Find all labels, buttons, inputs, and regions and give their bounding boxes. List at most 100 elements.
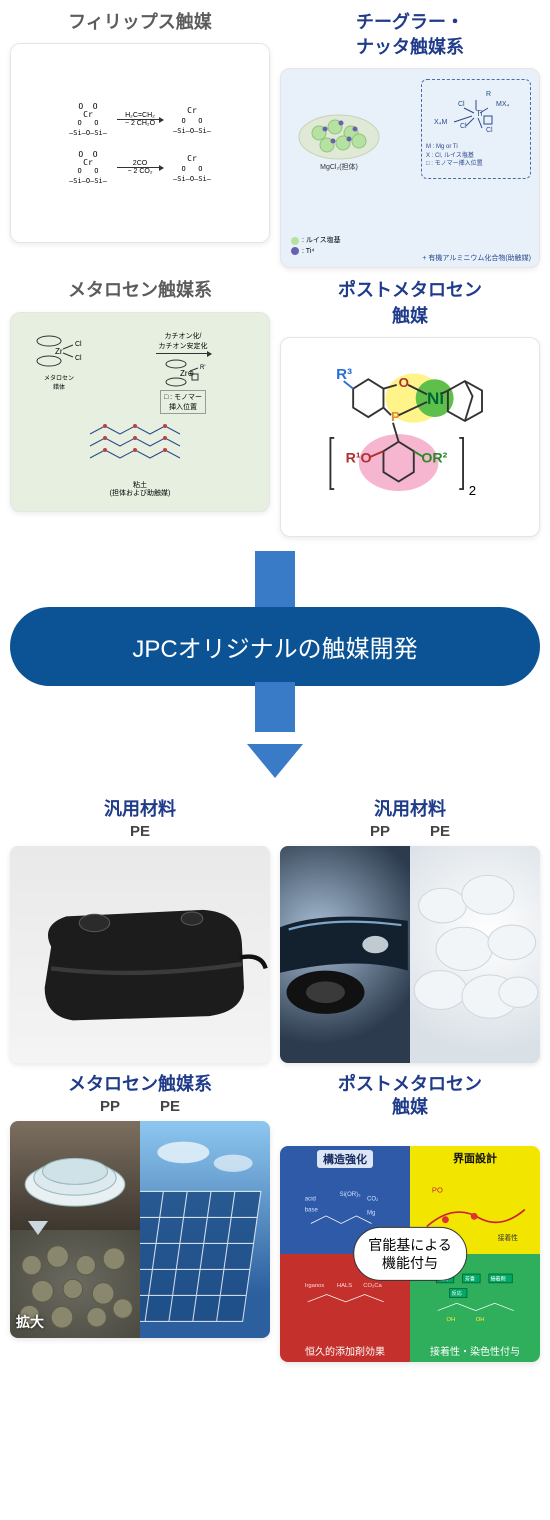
sub-label: PP	[370, 823, 390, 840]
panel-postmetallocene: ポストメタロセン 触媒 R³ O P Ni	[280, 278, 540, 536]
sub-label: PE	[130, 823, 150, 840]
quad-foot: 恒久的添加剤効果	[280, 1343, 410, 1358]
svg-text:O O: O O	[77, 167, 98, 175]
svg-text:芳香: 芳香	[465, 1276, 475, 1283]
rx-arrow-icon	[117, 119, 163, 120]
quad-foot: 接着性・染色性付与	[410, 1343, 540, 1358]
svg-text:O O: O O	[181, 165, 202, 173]
svg-text:X₄M: X₄M	[434, 119, 448, 126]
svg-text:OH: OH	[476, 1317, 485, 1323]
reaction-2: O O Cr O O –Si–O–Si– 2CO − 2 CO₂ Cr O O …	[63, 147, 217, 187]
svg-text:–Si–O–Si–: –Si–O–Si–	[69, 129, 108, 137]
phillips-box: O O Cr O O –Si–O–Si– H₂C=CH₂ − 2 CH₂O Cr…	[10, 43, 270, 243]
svg-text:O O: O O	[181, 117, 202, 125]
arrow-stem	[255, 551, 295, 611]
panel-title: メタロセン触媒系	[68, 278, 212, 303]
mc-box: Zr Cl Cl メタロセン 錯体 カチオン化/ カチオン安定化 Zr⊕	[10, 312, 270, 512]
svg-text:Ti: Ti	[476, 109, 483, 118]
rx1-top: H₂C=CH₂	[125, 112, 155, 119]
zn-callout: R Cl MX₄ Ti X₄M Cl Cl	[421, 79, 531, 179]
pill-banner: JPCオリジナルの触媒開発	[10, 607, 540, 686]
svg-text:Cr: Cr	[83, 110, 93, 119]
svg-text:Cl: Cl	[75, 341, 82, 348]
pellets-half	[410, 846, 540, 1063]
panel-title: 汎用材料	[374, 798, 446, 821]
zn-footnote: + 有機アルミニウム化合物(助触媒)	[422, 253, 531, 263]
rx-arrow-icon	[117, 167, 163, 168]
arrow-stem	[255, 682, 295, 732]
zoom-label: 拡大	[16, 1312, 44, 1332]
panel-general-pp-pe: 汎用材料 PP PE	[280, 798, 540, 1063]
down-arrow-icon	[28, 1221, 48, 1235]
reactant-structure: O O Cr O O –Si–O–Si–	[63, 99, 113, 139]
car-half	[280, 846, 410, 1063]
svg-text:–Si–O–Si–: –Si–O–Si–	[173, 175, 212, 183]
reactant-structure: O O Cr O O –Si–O–Si–	[63, 147, 113, 187]
fuel-tank-image	[10, 846, 270, 1063]
product-structure: Cr O O –Si–O–Si–	[167, 99, 217, 139]
svg-text:R¹O: R¹O	[346, 450, 372, 466]
metallocene-icon: Zr Cl Cl	[29, 331, 89, 371]
svg-text:OH: OH	[447, 1317, 456, 1323]
zn-box: MgCl₂(担体) R Cl MX₄ Ti X₄M Cl Cl	[280, 68, 540, 268]
svg-text:PO: PO	[432, 1186, 443, 1195]
pm-structure: R³ O P Ni	[295, 347, 525, 527]
clay-stack-icon	[80, 420, 200, 480]
zn-site-diagram: R Cl MX₄ Ti X₄M Cl Cl	[426, 86, 526, 141]
cup-solar-image: 拡大	[10, 1121, 270, 1338]
svg-text:Cl: Cl	[458, 101, 465, 108]
svg-text:Cl: Cl	[486, 127, 493, 134]
svg-text:Ni: Ni	[427, 389, 444, 408]
upper-grid: フィリップス触媒 O O Cr O O –Si–O–Si– H₂C=CH₂ − …	[10, 10, 540, 537]
sub-label: PE	[160, 1098, 180, 1115]
pm-box: R³ O P Ni	[280, 337, 540, 537]
svg-text:Irganox: Irganox	[305, 1283, 325, 1289]
clay-label: 粘土 (担体および助触媒)	[110, 482, 171, 499]
panel-title: ポストメタロセン 触媒	[338, 278, 482, 328]
svg-text:反応: 反応	[452, 1290, 462, 1297]
panel-metallocene: メタロセン触媒系 Zr Cl Cl メタロセン 錯体 カチ	[10, 278, 270, 536]
svg-text:–Si–O–Si–: –Si–O–Si–	[173, 127, 212, 135]
center-bubble: 官能基による 機能付与	[353, 1227, 467, 1281]
zn-legend: : ルイス塩基 : Ti⁴	[291, 236, 341, 257]
svg-text:–Si–O–Si–: –Si–O–Si–	[69, 177, 108, 185]
svg-text:Si(OR)₃: Si(OR)₃	[340, 1192, 361, 1198]
panel-title: 汎用材料	[104, 798, 176, 821]
rx1-bot: − 2 CH₂O	[125, 120, 155, 127]
svg-text:acid: acid	[305, 1197, 316, 1203]
panel-ziegler-natta: チーグラー・ ナッタ触媒系 MgCl₂(担体) R	[280, 10, 540, 268]
mc-precursor: Zr Cl Cl メタロセン 錯体	[19, 331, 99, 414]
cups-half: 拡大	[10, 1121, 140, 1338]
mc-monomer-legend: □ : モノマー 挿入位置	[160, 390, 206, 414]
svg-text:R': R'	[200, 365, 205, 371]
svg-text:CO₂Ca: CO₂Ca	[363, 1283, 382, 1289]
svg-text:O O: O O	[77, 119, 98, 127]
lower-grid: 汎用材料 PE 汎用材料 PP PE	[10, 798, 540, 1362]
svg-text:HALS: HALS	[337, 1283, 352, 1289]
panel-postmetallocene-apps: ポストメタロセン 触媒 構造強化 acid base Si(OR)₃ CO₂ M…	[280, 1073, 540, 1362]
arrow-head-icon	[247, 744, 303, 778]
panel-title: ポストメタロセン 触媒	[338, 1073, 482, 1120]
svg-text:接着性: 接着性	[498, 1233, 519, 1242]
panel-title: フィリップス触媒	[68, 10, 212, 35]
svg-text:P: P	[391, 409, 400, 424]
car-pellets-image	[280, 846, 540, 1063]
svg-text:OR²: OR²	[421, 450, 447, 466]
zn-callout-legend: M : Mg or Ti X : Cl, ルイス塩基 □ : モノマー挿入位置	[426, 143, 526, 168]
rx-arrow-icon	[156, 353, 211, 354]
svg-text:MX₄: MX₄	[496, 101, 510, 108]
svg-text:Cr: Cr	[187, 154, 197, 163]
rx2-top: 2CO	[133, 160, 147, 167]
mc-arrow-label: カチオン化/ カチオン安定化	[159, 331, 208, 351]
svg-text:MgCl₂(担体): MgCl₂(担体)	[320, 162, 358, 171]
fuel-tank-icon	[10, 846, 270, 1063]
zn-carrier-cluster: MgCl₂(担体)	[289, 99, 389, 179]
svg-text:Cl: Cl	[460, 123, 467, 130]
product-structure: Cr O O –Si–O–Si–	[167, 147, 217, 187]
panel-phillips: フィリップス触媒 O O Cr O O –Si–O–Si– H₂C=CH₂ − …	[10, 10, 270, 268]
svg-text:接着剤: 接着剤	[490, 1276, 505, 1283]
svg-text:CO₂: CO₂	[367, 1197, 379, 1203]
svg-text:Cr: Cr	[83, 158, 93, 167]
solar-half	[140, 1121, 270, 1338]
svg-text:R: R	[486, 91, 491, 98]
